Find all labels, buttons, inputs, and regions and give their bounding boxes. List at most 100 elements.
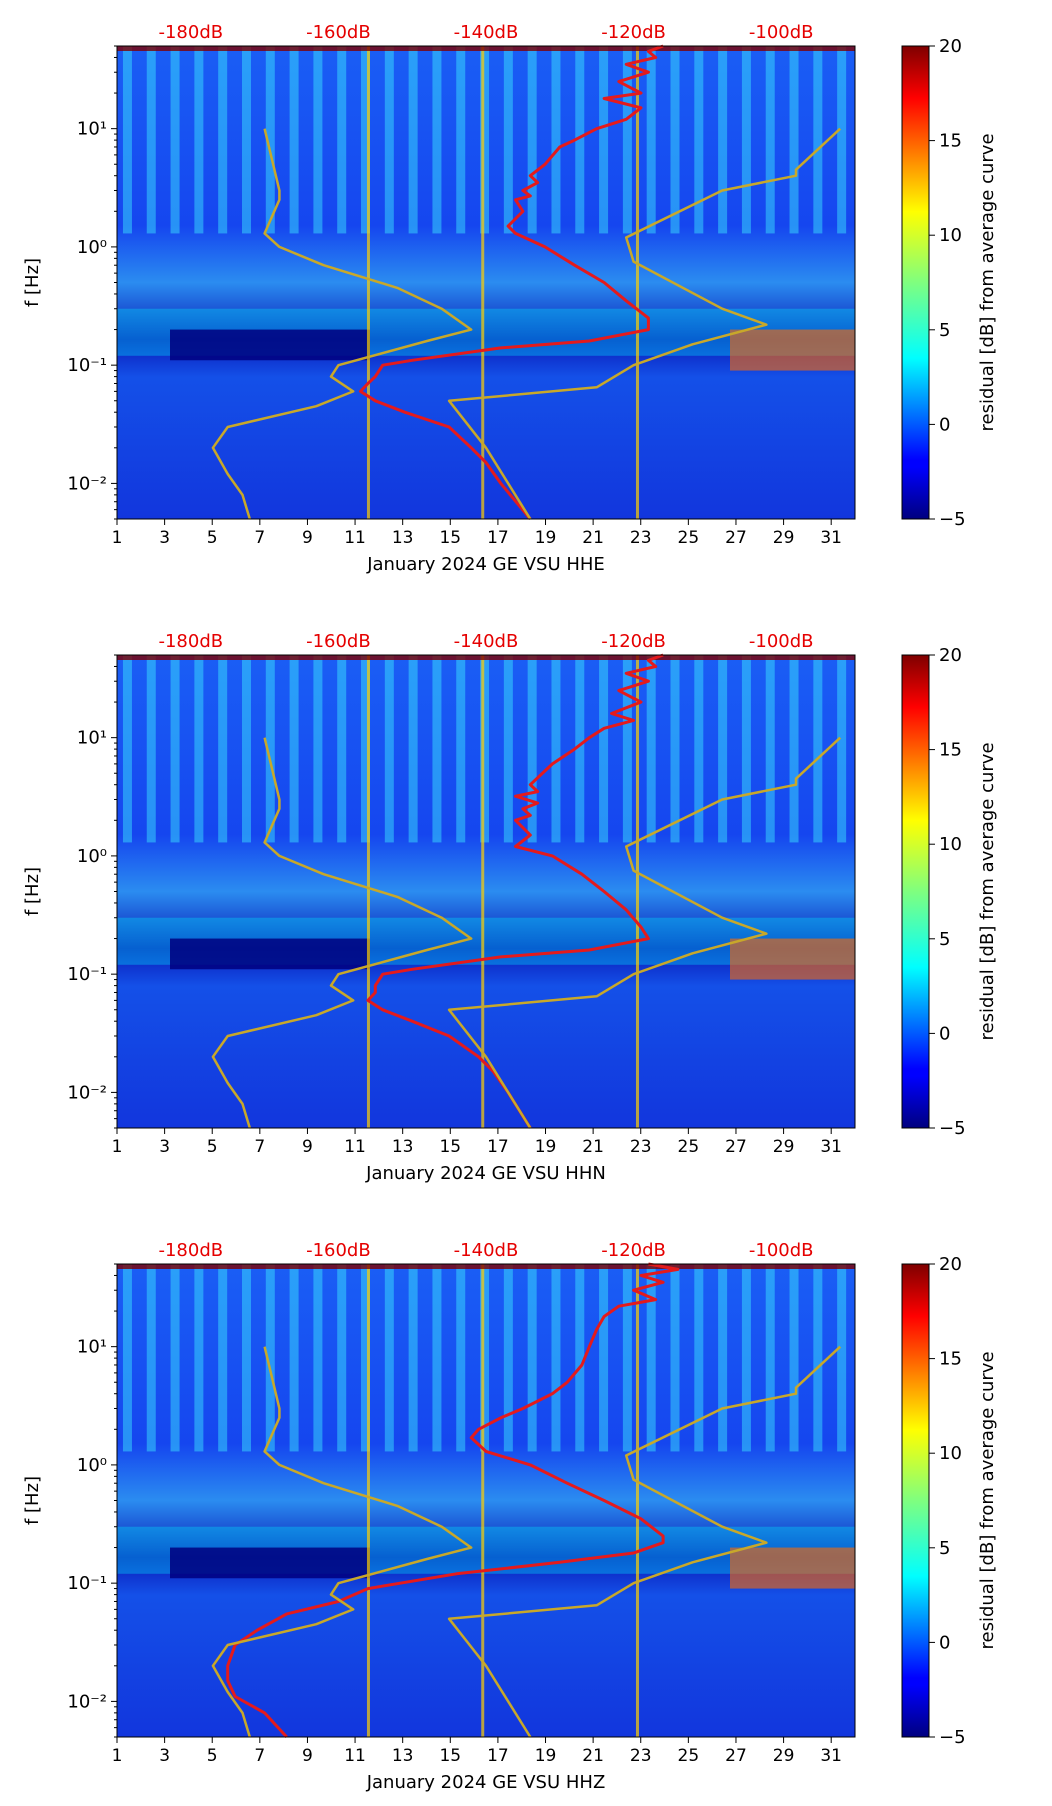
daily-noise-stripe [241,1264,251,1452]
colorbar-tick-label: 0 [939,1023,950,1044]
daily-noise-stripe [670,655,680,843]
daily-noise-stripe [694,46,704,234]
x-tick-label: 3 [159,1746,170,1766]
x-tick-label: 29 [773,528,795,548]
daily-noise-stripe [599,1264,609,1452]
colorbar-tick-label: 20 [939,645,962,666]
daily-noise-stripe [646,46,656,234]
x-tick-label: 23 [630,1137,652,1157]
noise-model-line [447,1345,842,1738]
quiet-band [170,1547,370,1579]
colorbar-tick-label: 15 [939,1349,962,1370]
y-tick-label: 10¹ [77,119,107,140]
top-axis-label: -100dB [749,631,814,652]
x-tick-label: 25 [678,1137,700,1157]
daily-noise-stripe [456,1264,466,1452]
daily-noise-stripe [694,1264,704,1452]
daily-noise-stripe [837,46,847,234]
nyquist-band [117,655,855,660]
daily-noise-stripe [122,655,132,843]
event-stripe [481,655,485,1128]
daily-noise-stripe [265,46,275,234]
daily-noise-stripe [384,46,394,234]
daily-noise-stripe [551,1264,561,1452]
top-axis-label: -160dB [306,22,371,43]
y-tick-label: 10¹ [77,1337,107,1358]
daily-noise-stripe [170,1264,180,1452]
x-tick-label: 9 [302,1746,313,1766]
x-tick-label: 3 [159,528,170,548]
daily-noise-stripe [337,46,347,234]
daily-noise-stripe [718,655,728,843]
colorbar-tick-label: −5 [939,509,966,530]
daily-noise-stripe [337,1264,347,1452]
daily-noise-stripe [480,655,490,843]
daily-noise-stripe [218,46,228,234]
x-tick-label: 1 [112,528,123,548]
x-tick-label: 5 [207,528,218,548]
daily-noise-stripe [503,46,513,234]
daily-noise-stripe [122,46,132,234]
colorbar-tick-label: 5 [939,929,950,950]
event-stripe [366,46,370,519]
daily-noise-stripe [599,46,609,234]
daily-noise-stripe [361,1264,371,1452]
x-axis-label: January 2024 GE VSU HHN [365,1163,606,1184]
colorbar-tick-label: 5 [939,1538,950,1559]
x-axis-label: January 2024 GE VSU HHE [366,554,605,575]
daily-noise-stripe [384,1264,394,1452]
quiet-band [170,938,370,970]
daily-noise-stripe [575,46,585,234]
x-tick-label: 19 [535,1746,557,1766]
daily-noise-stripe [837,1264,847,1452]
nyquist-band [117,46,855,51]
colorbar-tick-label: −5 [939,1118,966,1139]
daily-noise-stripe [265,655,275,843]
colorbar-label: residual [dB] from average curve [977,133,998,431]
colorbar-tick-label: 0 [939,414,950,435]
daily-noise-stripe [241,655,251,843]
y-axis-label: f [Hz] [22,1476,43,1525]
y-axis-label: f [Hz] [22,867,43,916]
daily-noise-stripe [456,655,466,843]
x-tick-label: 21 [582,528,604,548]
x-tick-label: 23 [630,528,652,548]
colorbar-tick-label: 15 [939,131,962,152]
spectrogram-background [117,1264,855,1737]
event-stripe [635,1264,639,1737]
colorbar [901,654,930,1129]
daily-noise-stripe [789,46,799,234]
event-stripe [481,1264,485,1737]
x-tick-label: 11 [344,1137,366,1157]
noise-model-line [211,1346,473,1738]
x-tick-label: 1 [112,1746,123,1766]
daily-noise-stripe [527,46,537,234]
x-tick-label: 7 [254,1137,265,1157]
daily-noise-stripe [694,655,704,843]
x-tick-label: 27 [725,1137,747,1157]
daily-noise-stripe [265,1264,275,1452]
x-tick-label: 19 [535,1137,557,1157]
daily-noise-stripe [408,1264,418,1452]
daily-noise-stripe [313,1264,323,1452]
daily-noise-stripe [646,1264,656,1452]
x-tick-label: 13 [392,1746,414,1766]
x-tick-label: 3 [159,1137,170,1157]
daily-noise-stripe [575,1264,585,1452]
top-axis-label: -100dB [749,22,814,43]
daily-noise-stripe [408,655,418,843]
daily-noise-stripe [289,46,299,234]
daily-noise-stripe [670,46,680,234]
colorbar-tick-label: 10 [939,225,962,246]
event-stripe [635,46,639,519]
colorbar-tick-label: 20 [939,1254,962,1275]
x-tick-label: 9 [302,1137,313,1157]
top-axis-label: -180dB [158,1240,223,1261]
daily-noise-stripe [765,655,775,843]
colorbar-tick-label: −5 [939,1727,966,1748]
x-axis-label: January 2024 GE VSU HHZ [366,1772,606,1793]
x-tick-label: 23 [630,1746,652,1766]
daily-noise-stripe [218,655,228,843]
x-tick-label: 31 [820,1746,842,1766]
